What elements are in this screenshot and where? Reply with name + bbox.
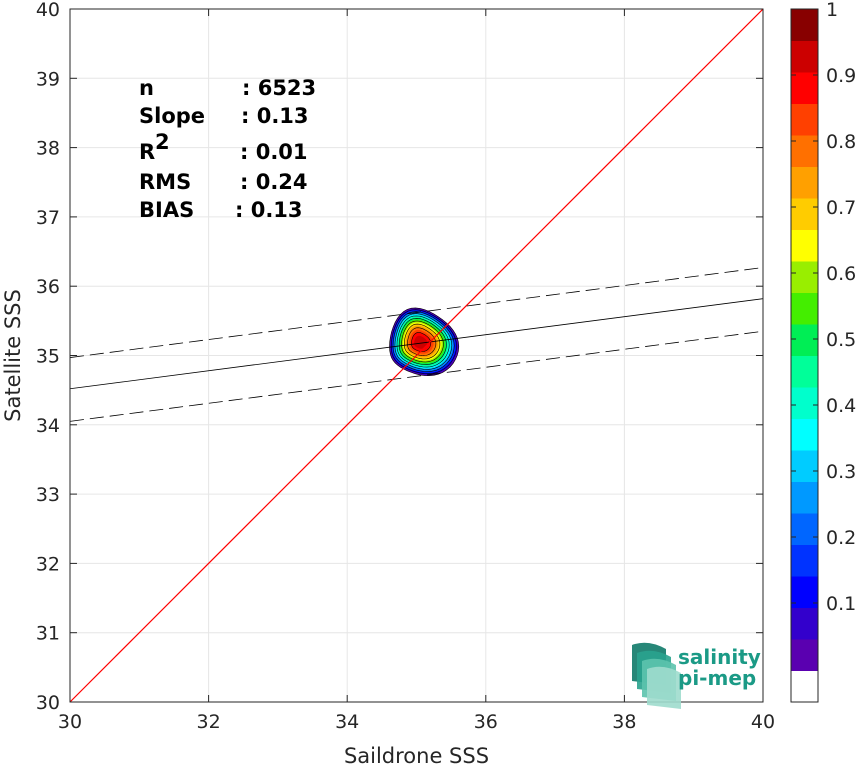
colorbar-segment [791, 135, 818, 167]
y-tick-label: 37 [36, 207, 60, 229]
colorbar-segment [791, 418, 818, 451]
x-tick-label: 30 [58, 711, 82, 733]
colorbar-tick-label: 0.1 [826, 593, 856, 615]
colorbar-tick-label: 0.7 [826, 197, 856, 219]
colorbar-frame [790, 8, 819, 703]
colorbar-segment [791, 229, 818, 262]
regression-bound-line [69, 330, 764, 422]
x-tick-label: 36 [474, 711, 498, 733]
regression-line [69, 298, 764, 390]
y-tick-label: 31 [36, 623, 60, 645]
colorbar-segment [791, 166, 818, 199]
y-tick-label: 40 [36, 0, 60, 21]
colorbar-tick-label: 0.9 [826, 65, 856, 87]
stat-label: Slope [139, 104, 205, 128]
identity-line [69, 8, 764, 703]
colorbar-ticks: 0.1 0.2 0.3 0.4 0.5 0.6 0.7 0.8 0.9 1 [791, 0, 856, 615]
x-axis-label: Saildrone SSS [344, 744, 489, 764]
y-tick-label: 32 [36, 553, 60, 575]
y-tick-label: 35 [36, 346, 60, 368]
colorbar-segment [791, 607, 818, 640]
stat-value: : 6523 [242, 76, 316, 100]
logo-wave-layer [647, 666, 681, 709]
salinity-pimep-logo: salinity pi-mep [632, 642, 761, 709]
y-tick-label: 34 [36, 415, 60, 437]
stat-label: BIAS [139, 198, 194, 222]
colorbar-tick-label: 0.3 [826, 461, 856, 483]
colorbar-tick-label: 0.2 [826, 527, 856, 549]
stats-box: n : 6523 Slope : 0.13 R 2 : 0.01 RMS : 0.24 BIAS:… [139, 76, 316, 222]
colorbar-segment [791, 324, 818, 356]
reference-lines [69, 8, 764, 703]
colorbar-segment [791, 670, 818, 703]
colorbar-tick-label: 0.4 [826, 395, 856, 417]
y-tick-label: 39 [36, 68, 60, 90]
colorbar-segment [791, 481, 818, 514]
colorbar-segment [791, 387, 818, 419]
stat-label: R [139, 140, 155, 164]
y-tick-label: 38 [36, 138, 60, 160]
colorbar-segment [791, 9, 818, 41]
x-tick-label: 40 [751, 711, 775, 733]
colorbar-segment [791, 450, 818, 482]
density-contours [389, 307, 460, 377]
colorbar-segment [791, 103, 818, 136]
colorbar-tick-label: 0.6 [826, 263, 856, 285]
x-tick-label: 32 [197, 711, 221, 733]
colorbar-segment [791, 639, 818, 671]
stat-value: : 0.13 [241, 104, 309, 128]
wave-logo-icon [632, 642, 681, 709]
x-tick-label: 38 [612, 711, 636, 733]
stat-value: : 0.13 [235, 198, 303, 222]
colorbar-segment [791, 513, 818, 545]
stat-label: n [139, 76, 154, 100]
logo-text-line1: salinity [678, 645, 761, 669]
regression-bound-line [69, 267, 764, 358]
colorbar-segment [791, 544, 818, 577]
y-tick-label: 33 [36, 484, 60, 506]
stat-value: : 0.24 [240, 170, 308, 194]
stat-superscript: 2 [155, 130, 170, 154]
stat-value: : 0.01 [240, 140, 308, 164]
y-axis-label: Satellite SSS [1, 289, 25, 422]
colorbar-segment [791, 72, 818, 104]
colorbar-tick-label: 0.5 [826, 329, 856, 351]
colorbar-tick-label: 0.8 [826, 131, 856, 153]
y-tick-label: 36 [36, 276, 60, 298]
colorbar-segment [791, 355, 818, 388]
y-tick-label: 30 [36, 692, 60, 714]
y-axis-ticks: 30 31 32 33 34 35 36 37 38 39 40 [36, 0, 763, 714]
density-contour [414, 335, 428, 349]
logo-text-line2: pi-mep [678, 666, 756, 690]
colorbar-segment [791, 261, 818, 293]
stat-label: RMS [139, 170, 191, 194]
colorbar-tick-label: 1 [826, 0, 838, 21]
colorbar-segment [791, 292, 818, 325]
colorbar-segment [791, 198, 818, 230]
colorbar [790, 8, 819, 703]
x-tick-label: 34 [335, 711, 359, 733]
colorbar-segment [791, 40, 818, 73]
x-axis-ticks: 30 32 34 36 38 40 [58, 9, 775, 733]
